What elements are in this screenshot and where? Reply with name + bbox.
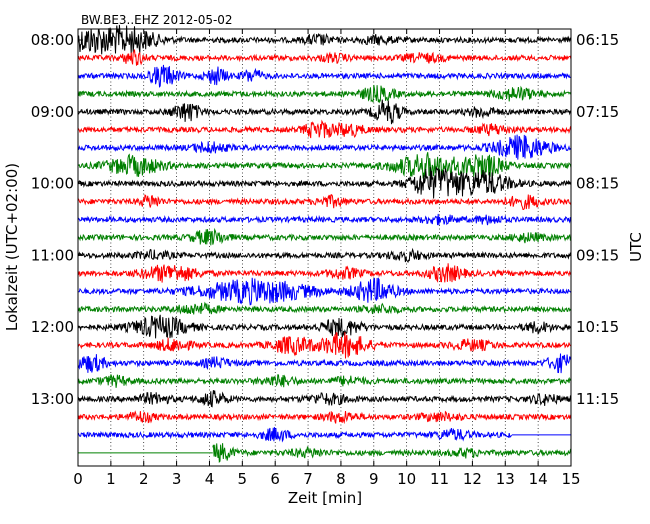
trace-line (77, 64, 572, 88)
y-tick-label-left: 09:00 (31, 103, 74, 121)
y-tick-label-left: 12:00 (31, 318, 74, 336)
x-tick-label: 11 (430, 470, 449, 488)
x-tick-label: 5 (238, 470, 248, 488)
trace-line (77, 84, 572, 104)
y-axis-label-left: Lokalzeit (UTC+02:00) (3, 163, 21, 331)
grid-lines (110, 29, 539, 466)
y-tick-label-right: 10:15 (576, 318, 619, 336)
y-tick-label-right: 08:15 (576, 175, 619, 193)
trace-line (77, 263, 572, 283)
x-tick-label: 10 (397, 470, 416, 488)
trace-line (77, 331, 572, 359)
x-tick-label: 14 (529, 470, 548, 488)
x-tick-label: 8 (336, 470, 346, 488)
x-tick-label: 4 (205, 470, 215, 488)
trace-line (77, 410, 572, 425)
x-tick-label: 3 (172, 470, 182, 488)
trace-line (77, 353, 572, 374)
x-tick-label: 2 (139, 470, 149, 488)
y-tick-label-right: 09:15 (576, 246, 619, 264)
trace-line (77, 194, 572, 211)
chart-title: BW.BE3..EHZ 2012-05-02 (81, 13, 233, 27)
y-tick-label-right: 06:15 (576, 31, 619, 49)
x-tick-label: 0 (73, 470, 83, 488)
trace-line (77, 427, 513, 443)
x-tick-label: 6 (270, 470, 280, 488)
x-tick-label: 7 (303, 470, 313, 488)
trace-line (77, 301, 572, 315)
trace-line (77, 134, 572, 160)
trace-group (77, 24, 572, 463)
trace-line (77, 374, 572, 388)
y-axis-label-right: UTC (627, 232, 645, 262)
trace-line (77, 167, 572, 199)
tick-group: 0 1 2 3 4 5 6 7 8 9 10 11 12 13 14 1508:0009:0010:0011:… (31, 29, 619, 488)
trace-line (77, 277, 572, 306)
y-tick-label-right: 07:15 (576, 103, 619, 121)
trace-line (77, 227, 572, 246)
trace-line (77, 314, 572, 339)
x-tick-label: 13 (496, 470, 515, 488)
plot-frame (77, 28, 572, 467)
trace-line (77, 49, 572, 66)
trace-line (77, 390, 572, 408)
x-tick-label: 9 (369, 470, 379, 488)
y-tick-label-left: 08:00 (31, 31, 74, 49)
x-axis-label: Zeit [min] (288, 489, 362, 507)
x-tick-label: 1 (106, 470, 116, 488)
trace-line (77, 99, 572, 125)
x-tick-label: 12 (463, 470, 482, 488)
trace-line (77, 24, 572, 55)
trace-line (77, 247, 572, 264)
y-tick-label-left: 11:00 (31, 246, 74, 264)
y-tick-label-left: 13:00 (31, 390, 74, 408)
y-tick-label-left: 10:00 (31, 175, 74, 193)
trace-line (77, 119, 572, 139)
y-tick-label-right: 11:15 (576, 390, 619, 408)
trace-line (77, 152, 572, 180)
x-tick-label: 15 (561, 470, 580, 488)
trace-line (212, 443, 572, 463)
trace-line (77, 213, 572, 226)
